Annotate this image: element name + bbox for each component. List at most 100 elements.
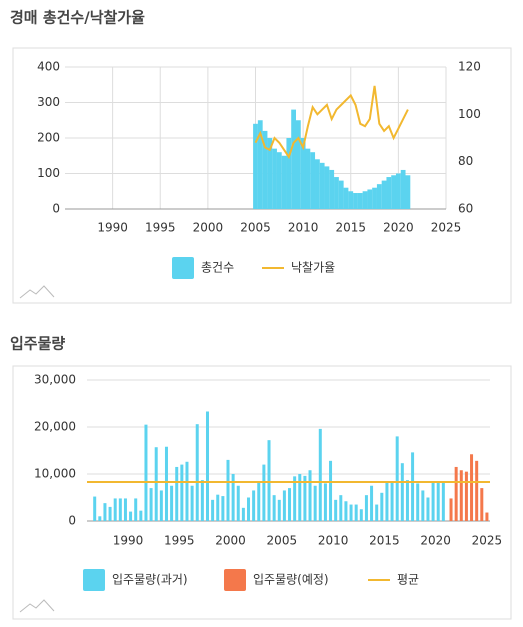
bar bbox=[293, 476, 297, 521]
bar bbox=[159, 490, 163, 521]
bar bbox=[354, 504, 358, 521]
bar bbox=[149, 488, 153, 521]
bar bbox=[295, 120, 301, 209]
bar bbox=[180, 464, 184, 521]
bar bbox=[375, 504, 379, 521]
x-tick-label: 1995 bbox=[145, 221, 176, 235]
bar bbox=[303, 475, 307, 521]
legend-swatch bbox=[224, 569, 246, 591]
legend-label: 평균 bbox=[397, 573, 419, 587]
bar bbox=[364, 495, 368, 521]
bar bbox=[334, 499, 338, 521]
bar bbox=[475, 460, 479, 521]
bar bbox=[315, 159, 320, 209]
bar bbox=[441, 481, 445, 521]
bar bbox=[305, 148, 311, 209]
bar bbox=[257, 120, 263, 209]
x-tick-label: 2015 bbox=[369, 534, 400, 548]
chart-title: 경매 총건수/낙찰가율 bbox=[10, 9, 145, 27]
bar bbox=[291, 109, 296, 209]
bar bbox=[411, 452, 415, 521]
bar bbox=[123, 498, 127, 521]
bar bbox=[164, 446, 168, 521]
bar bbox=[464, 471, 468, 521]
bar bbox=[344, 501, 348, 521]
bar bbox=[323, 483, 327, 521]
bar bbox=[139, 510, 143, 521]
bar bbox=[454, 466, 458, 521]
x-tick-label: 2000 bbox=[215, 534, 246, 548]
y-tick-label: 100 bbox=[37, 166, 60, 180]
bar bbox=[93, 496, 97, 521]
bar bbox=[236, 485, 240, 521]
bar bbox=[281, 155, 287, 209]
bar bbox=[416, 483, 420, 521]
bar bbox=[267, 440, 271, 521]
x-tick-label: 2020 bbox=[383, 221, 414, 235]
bar bbox=[272, 148, 277, 209]
y-tick-label: 200 bbox=[37, 131, 60, 145]
x-tick-label: 1990 bbox=[97, 221, 128, 235]
x-tick-label: 2005 bbox=[267, 534, 298, 548]
logo bbox=[19, 285, 55, 299]
bar bbox=[170, 485, 174, 521]
bar bbox=[185, 461, 189, 521]
bar bbox=[175, 466, 179, 521]
bar bbox=[421, 490, 425, 521]
x-tick-label: 2010 bbox=[288, 221, 319, 235]
bar bbox=[376, 184, 382, 209]
bar bbox=[405, 175, 411, 209]
bar bbox=[154, 447, 158, 521]
bar bbox=[282, 490, 286, 521]
bar bbox=[329, 460, 333, 521]
logo bbox=[19, 599, 55, 613]
legend-label: 총건수 bbox=[201, 261, 234, 275]
x-tick-label: 2000 bbox=[193, 221, 224, 235]
bar bbox=[324, 166, 330, 209]
bar bbox=[200, 480, 204, 521]
y-tick-label: 10,000 bbox=[34, 467, 76, 481]
legend-label: 낙찰가율 bbox=[291, 261, 335, 275]
bar bbox=[470, 454, 474, 521]
y2-tick-label: 60 bbox=[458, 202, 473, 216]
bar bbox=[431, 481, 435, 521]
bar bbox=[108, 506, 112, 521]
bar bbox=[449, 498, 453, 521]
bar bbox=[395, 173, 401, 209]
bar bbox=[300, 138, 306, 209]
bar bbox=[395, 436, 399, 521]
bar bbox=[267, 138, 273, 209]
bar bbox=[370, 485, 374, 521]
y-tick-label: 20,000 bbox=[34, 420, 76, 434]
y2-tick-label: 100 bbox=[458, 107, 481, 121]
chart-title: 입주물량 bbox=[10, 335, 65, 353]
bar bbox=[390, 482, 394, 521]
bar bbox=[129, 511, 133, 521]
bar bbox=[381, 180, 387, 209]
y-tick-label: 0 bbox=[68, 514, 76, 528]
bar bbox=[247, 497, 251, 521]
bar bbox=[339, 495, 343, 521]
bar bbox=[231, 474, 235, 521]
bar bbox=[252, 490, 256, 521]
bar bbox=[426, 497, 430, 521]
legend-label: 입주물량(과거) bbox=[112, 573, 188, 587]
bar bbox=[357, 193, 363, 209]
bar bbox=[298, 474, 302, 521]
line bbox=[254, 85, 409, 160]
y-tick-label: 0 bbox=[52, 202, 60, 216]
bar bbox=[221, 496, 225, 521]
bar bbox=[386, 177, 392, 209]
bar bbox=[195, 424, 199, 521]
bar bbox=[334, 177, 339, 209]
bar bbox=[405, 480, 409, 521]
y-tick-label: 400 bbox=[37, 60, 60, 74]
legend-swatch bbox=[172, 257, 194, 279]
legend-label: 입주물량(예정) bbox=[253, 573, 329, 587]
x-tick-label: 2010 bbox=[318, 534, 349, 548]
bar bbox=[459, 470, 463, 521]
x-tick-label: 2015 bbox=[335, 221, 366, 235]
x-tick-label: 1990 bbox=[113, 534, 144, 548]
bar bbox=[391, 175, 397, 209]
